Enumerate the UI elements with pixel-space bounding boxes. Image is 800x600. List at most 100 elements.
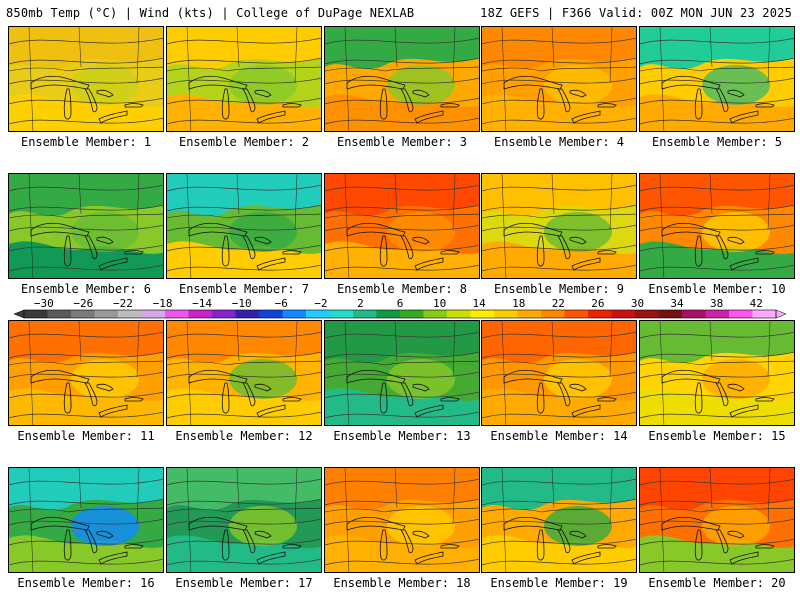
- model-run-info: 18Z GEFS | F366 Valid: 00Z MON JUN 23 20…: [480, 6, 792, 20]
- map-panel-member-14: [481, 320, 637, 426]
- temperature-field-map: [167, 468, 321, 572]
- member-label: Ensemble Member: 10: [648, 282, 786, 296]
- colorbar-tick-label: 2: [357, 297, 364, 310]
- colorbar-segment: [400, 310, 424, 318]
- map-panel-member-4: [481, 26, 637, 132]
- temperature-field-map: [9, 27, 163, 131]
- member-label: Ensemble Member: 2: [178, 135, 310, 149]
- colorbar-segment: [47, 310, 72, 318]
- member-label: Ensemble Member: 9: [493, 282, 625, 296]
- colorbar-tick-label: 18: [512, 297, 526, 310]
- colorbar-tick-label: 14: [472, 297, 486, 310]
- map-panel-member-1: [8, 26, 164, 132]
- colorbar-tick-label: −26: [73, 297, 94, 310]
- member-label: Ensemble Member: 6: [20, 282, 152, 296]
- colorbar-segment: [564, 310, 589, 318]
- temperature-field-map: [167, 27, 321, 131]
- member-label: Ensemble Member: 11: [17, 429, 155, 443]
- colorbar-segment: [729, 310, 753, 318]
- temperature-field-map: [325, 321, 479, 425]
- map-panel-member-18: [324, 467, 480, 573]
- colorbar-tick-label: 30: [630, 297, 645, 310]
- temperature-field-map: [9, 321, 163, 425]
- colorbar-segment: [588, 310, 612, 318]
- temperature-field-map: [482, 468, 636, 572]
- colorbar-segment: [494, 310, 518, 318]
- member-label: Ensemble Member: 1: [20, 135, 152, 149]
- member-label: Ensemble Member: 4: [493, 135, 625, 149]
- map-panel-member-20: [639, 467, 795, 573]
- member-label: Ensemble Member: 5: [651, 135, 783, 149]
- colorbar-tick-label: −14: [192, 297, 213, 310]
- colorbar-segment: [306, 310, 330, 318]
- member-label: Ensemble Member: 19: [490, 576, 628, 590]
- map-panel-member-17: [166, 467, 322, 573]
- colorbar-segment: [329, 310, 354, 318]
- temperature-colorbar: [13, 309, 787, 319]
- member-label: Ensemble Member: 14: [490, 429, 628, 443]
- map-panel-member-7: [166, 173, 322, 279]
- colorbar-tick-label: 22: [551, 297, 565, 310]
- member-label: Ensemble Member: 13: [333, 429, 471, 443]
- map-panel-member-11: [8, 320, 164, 426]
- colorbar-segment: [447, 310, 471, 318]
- colorbar-tick-label: 10: [432, 297, 447, 310]
- colorbar-segment: [235, 310, 260, 318]
- temperature-field-map: [482, 174, 636, 278]
- colorbar-segment: [282, 310, 307, 318]
- temperature-field-map: [482, 321, 636, 425]
- map-panel-member-6: [8, 173, 164, 279]
- member-label: Ensemble Member: 15: [648, 429, 786, 443]
- map-panel-member-15: [639, 320, 795, 426]
- map-panel-member-12: [166, 320, 322, 426]
- colorbar-segment: [682, 310, 706, 318]
- colorbar-segment: [705, 310, 730, 318]
- colorbar-segment: [752, 310, 777, 318]
- colorbar-tick-label: −2: [314, 297, 328, 310]
- map-panel-member-16: [8, 467, 164, 573]
- temperature-field-map: [167, 321, 321, 425]
- temperature-field-map: [640, 321, 794, 425]
- colorbar-segment: [517, 310, 542, 318]
- colorbar-segment: [141, 310, 166, 318]
- colorbar-segment: [71, 310, 95, 318]
- temperature-field-map: [640, 468, 794, 572]
- member-label: Ensemble Member: 18: [333, 576, 471, 590]
- colorbar-graphic: [13, 309, 787, 319]
- colorbar-segment: [470, 310, 495, 318]
- map-panel-member-3: [324, 26, 480, 132]
- colorbar-segment: [353, 310, 377, 318]
- colorbar-tick-label: −10: [231, 297, 252, 310]
- temperature-field-map: [640, 174, 794, 278]
- colorbar-tick-label: −22: [113, 297, 133, 310]
- colorbar-segment: [259, 310, 283, 318]
- member-label: Ensemble Member: 3: [336, 135, 468, 149]
- colorbar-segment: [24, 310, 48, 318]
- map-title: 850mb Temp (°C) | Wind (kts) | College o…: [6, 6, 415, 20]
- colorbar-tick-label: 42: [749, 297, 763, 310]
- colorbar-tick-label: 34: [670, 297, 684, 310]
- colorbar-segment: [635, 310, 659, 318]
- colorbar-segment: [188, 310, 213, 318]
- colorbar-tick-label: 38: [710, 297, 724, 310]
- colorbar-segment: [658, 310, 683, 318]
- temperature-field-map: [325, 27, 479, 131]
- member-label: Ensemble Member: 16: [17, 576, 155, 590]
- map-panel-member-5: [639, 26, 795, 132]
- member-label: Ensemble Member: 12: [175, 429, 313, 443]
- map-panel-member-19: [481, 467, 637, 573]
- member-label: Ensemble Member: 20: [648, 576, 786, 590]
- colorbar-segment: [541, 310, 565, 318]
- colorbar-segment: [165, 310, 189, 318]
- colorbar-segment: [376, 310, 401, 318]
- map-panel-member-10: [639, 173, 795, 279]
- map-panel-member-9: [481, 173, 637, 279]
- map-panel-member-8: [324, 173, 480, 279]
- temperature-field-map: [482, 27, 636, 131]
- temperature-field-map: [9, 468, 163, 572]
- colorbar-tick-label: −6: [274, 297, 288, 310]
- colorbar-tick-label: −30: [33, 297, 54, 310]
- temperature-field-map: [167, 174, 321, 278]
- map-panel-member-2: [166, 26, 322, 132]
- member-label: Ensemble Member: 8: [336, 282, 468, 296]
